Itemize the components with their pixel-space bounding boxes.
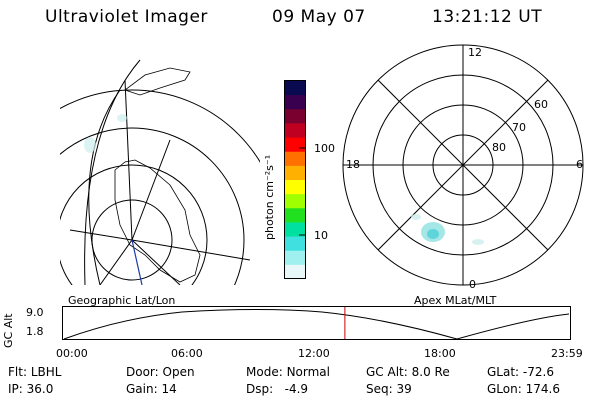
lat-circle [60,89,260,163]
gc-alt-axis-label: GC Alt [2,313,15,348]
footpoint-trace [131,239,143,285]
time-label: 13:21:12 UT [432,7,543,27]
lat-circle [60,164,208,285]
left-panel-caption: Geographic Lat/Lon [68,294,176,307]
meridian-line [131,239,251,261]
mlt-label-12: 12 [468,46,482,59]
info-glat: GLat: -72.6 [487,365,554,379]
colorbar-band [285,236,305,252]
emission-patch [411,214,421,220]
coastline [124,67,191,96]
colorbar-band [285,222,305,238]
mlat-label-70: 70 [512,121,526,134]
colorbar-band [285,264,305,280]
mlat-label-80: 80 [492,141,506,154]
altitude-strip-chart [62,306,571,340]
instrument-title: Ultraviolet Imager [45,7,208,27]
horizon-arc [88,89,121,285]
time-tick-0000: 00:00 [56,347,88,360]
right-panel-caption: Apex MLat/MLT [414,294,497,307]
meridian-line [124,79,133,241]
meridian-line [99,239,133,285]
colorbar-unit-label: photon cm⁻²s⁻¹ [263,154,276,240]
meridian-line [131,139,171,241]
emission-patch [472,239,484,245]
info-seq: Seq: 39 [366,382,412,396]
mlat-label-60: 60 [534,98,548,111]
info-ip: IP: 36.0 [8,382,54,396]
colorbar-band [285,208,305,223]
colorbar-tick-10: 10 [314,229,328,242]
mlt-diagonal-line [377,79,549,251]
colorbar-band [285,123,305,139]
colorbar-band [285,81,305,96]
info-mode: Mode: Normal [246,365,330,379]
time-tick-1200: 12:00 [298,347,330,360]
altitude-curve [63,309,570,340]
horizon-arc [84,59,141,285]
coastline [114,159,201,283]
lat-circle [60,127,245,285]
emission-patch [117,114,127,122]
mlt-label-18: 18 [346,158,360,171]
date-label: 09 May 07 [272,7,366,27]
info-flt: Flt: LBHL [8,365,62,379]
colorbar-band [285,194,305,209]
info-glon: GLon: 174.6 [487,382,560,396]
time-tick-0600: 06:00 [171,347,203,360]
mlt-label-0: 0 [469,278,476,291]
info-gain: Gain: 14 [126,382,177,396]
meridian-line [69,229,133,241]
colorbar-band [285,137,305,153]
info-gc-alt: GC Alt: 8.0 Re [366,365,450,379]
emission-patch [427,229,439,239]
colorbar-band [285,165,305,181]
colorbar-band [285,109,305,124]
info-door: Door: Open [126,365,195,379]
time-tick-1800: 18:00 [424,347,456,360]
colorbar-tick-100: 100 [314,142,335,155]
alt-tick-9: 9.0 [26,306,44,319]
colorbar-band [285,180,305,195]
emission-patch [84,137,96,153]
polar-plot-panel [342,44,584,286]
time-tick-2359: 23:59 [551,347,583,360]
info-dsp: Dsp: -4.9 [246,382,309,396]
color-scale-bar [284,80,306,280]
colorbar-band [285,95,305,110]
alt-tick-1-8: 1.8 [26,325,44,338]
colorbar-band [285,250,305,266]
mlt-label-6: 6 [576,158,583,171]
geographic-map-panel [60,59,260,285]
colorbar-band [285,151,305,167]
